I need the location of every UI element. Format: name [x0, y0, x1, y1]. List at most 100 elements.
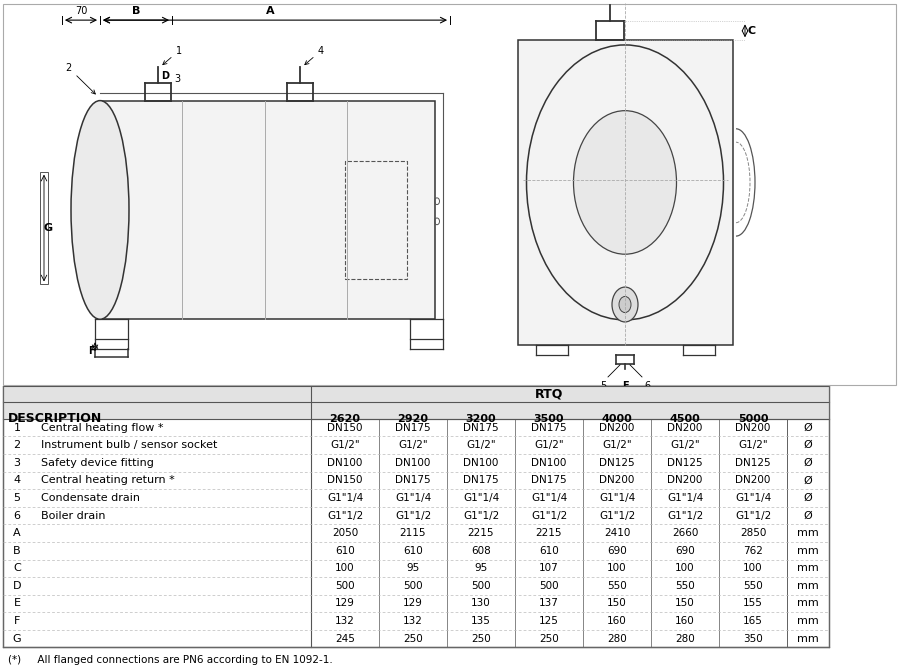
Text: F: F: [88, 346, 95, 356]
Text: Central heating flow *: Central heating flow *: [41, 423, 164, 433]
Text: G1"1/2: G1"1/2: [395, 511, 431, 521]
Text: G1"1/4: G1"1/4: [735, 493, 771, 503]
Text: DN200: DN200: [667, 475, 703, 485]
Text: DN100: DN100: [328, 458, 363, 467]
Text: F: F: [14, 616, 20, 626]
Text: D: D: [13, 581, 22, 591]
Text: 2620: 2620: [329, 414, 361, 424]
Text: 150: 150: [608, 598, 627, 608]
Bar: [40, 172, 48, 285]
Text: Ø: Ø: [804, 511, 813, 521]
Text: 500: 500: [539, 581, 559, 591]
Ellipse shape: [71, 100, 129, 319]
Text: 107: 107: [539, 563, 559, 573]
Bar: [3, 386, 311, 419]
Text: 500: 500: [335, 581, 355, 591]
Text: G1"1/4: G1"1/4: [531, 493, 567, 503]
Text: 129: 129: [335, 598, 355, 608]
Text: G1/2": G1/2": [535, 440, 563, 450]
Text: 3: 3: [14, 458, 21, 467]
Text: 100: 100: [608, 563, 626, 573]
Text: RTQ: RTQ: [535, 387, 563, 400]
Text: A: A: [14, 528, 21, 538]
Text: 6: 6: [644, 381, 650, 391]
Text: DN175: DN175: [531, 475, 567, 485]
Text: DN200: DN200: [735, 423, 770, 433]
Text: 4500: 4500: [670, 414, 700, 424]
Text: 2050: 2050: [332, 528, 358, 538]
Text: DN150: DN150: [328, 475, 363, 485]
Text: DN175: DN175: [464, 423, 499, 433]
Text: 160: 160: [675, 616, 695, 626]
Text: Ø: Ø: [804, 423, 813, 433]
Text: mm: mm: [797, 581, 819, 591]
Text: 3500: 3500: [534, 414, 564, 424]
Text: 2115: 2115: [400, 528, 427, 538]
Text: 1: 1: [14, 423, 21, 433]
Bar: [518, 41, 733, 344]
Text: 160: 160: [608, 616, 627, 626]
Text: 550: 550: [675, 581, 695, 591]
Text: DN200: DN200: [667, 423, 703, 433]
Text: 250: 250: [403, 634, 423, 644]
Text: G1"1/2: G1"1/2: [667, 511, 703, 521]
Text: G1"1/2: G1"1/2: [598, 511, 635, 521]
Text: 550: 550: [608, 581, 627, 591]
Text: E: E: [622, 381, 628, 391]
Text: 165: 165: [743, 616, 763, 626]
Text: 610: 610: [403, 546, 423, 556]
Text: G1/2": G1/2": [670, 440, 700, 450]
Text: 690: 690: [608, 546, 627, 556]
Text: 500: 500: [472, 581, 491, 591]
Text: 4: 4: [14, 475, 21, 485]
Circle shape: [612, 287, 638, 322]
Text: 1: 1: [163, 46, 182, 65]
Text: DN175: DN175: [531, 423, 567, 433]
Text: 5000: 5000: [738, 414, 769, 424]
Text: E: E: [14, 598, 21, 608]
Text: 608: 608: [471, 546, 491, 556]
Text: Ø: Ø: [804, 440, 813, 450]
Text: 155: 155: [743, 598, 763, 608]
Text: A: A: [266, 6, 274, 16]
Text: Boiler drain: Boiler drain: [41, 511, 105, 521]
Text: 280: 280: [675, 634, 695, 644]
Text: Instrument bulb / sensor socket: Instrument bulb / sensor socket: [41, 440, 218, 450]
Text: 245: 245: [335, 634, 355, 644]
Text: G1"1/4: G1"1/4: [463, 493, 500, 503]
Text: 95: 95: [474, 563, 488, 573]
Text: C: C: [747, 26, 755, 36]
Text: G1/2": G1/2": [602, 440, 632, 450]
Text: G1"1/2: G1"1/2: [735, 511, 771, 521]
Text: 137: 137: [539, 598, 559, 608]
Text: DN125: DN125: [735, 458, 770, 467]
Text: 2410: 2410: [604, 528, 630, 538]
Text: DN100: DN100: [395, 458, 431, 467]
Text: 2920: 2920: [398, 414, 428, 424]
Text: G1/2": G1/2": [738, 440, 768, 450]
Text: DN200: DN200: [599, 423, 634, 433]
Text: 100: 100: [743, 563, 763, 573]
Text: mm: mm: [797, 528, 819, 538]
Text: 2215: 2215: [536, 528, 562, 538]
Text: 2850: 2850: [740, 528, 766, 538]
Text: 4: 4: [305, 46, 324, 65]
Text: Safety device fitting: Safety device fitting: [41, 458, 154, 467]
Text: 129: 129: [403, 598, 423, 608]
Text: G1"1/2: G1"1/2: [531, 511, 567, 521]
Text: 2: 2: [66, 63, 95, 94]
Text: 762: 762: [743, 546, 763, 556]
Ellipse shape: [573, 110, 677, 254]
Text: B: B: [131, 6, 140, 16]
Text: 280: 280: [608, 634, 627, 644]
Text: 95: 95: [407, 563, 419, 573]
Text: mm: mm: [797, 616, 819, 626]
Text: Condensate drain: Condensate drain: [41, 493, 140, 503]
Text: G1"1/4: G1"1/4: [667, 493, 703, 503]
Text: Central heating return *: Central heating return *: [41, 475, 175, 485]
Bar: [311, 402, 829, 419]
Text: DN125: DN125: [667, 458, 703, 467]
Text: 250: 250: [539, 634, 559, 644]
Text: G1"1/4: G1"1/4: [395, 493, 431, 503]
Text: 100: 100: [335, 563, 355, 573]
